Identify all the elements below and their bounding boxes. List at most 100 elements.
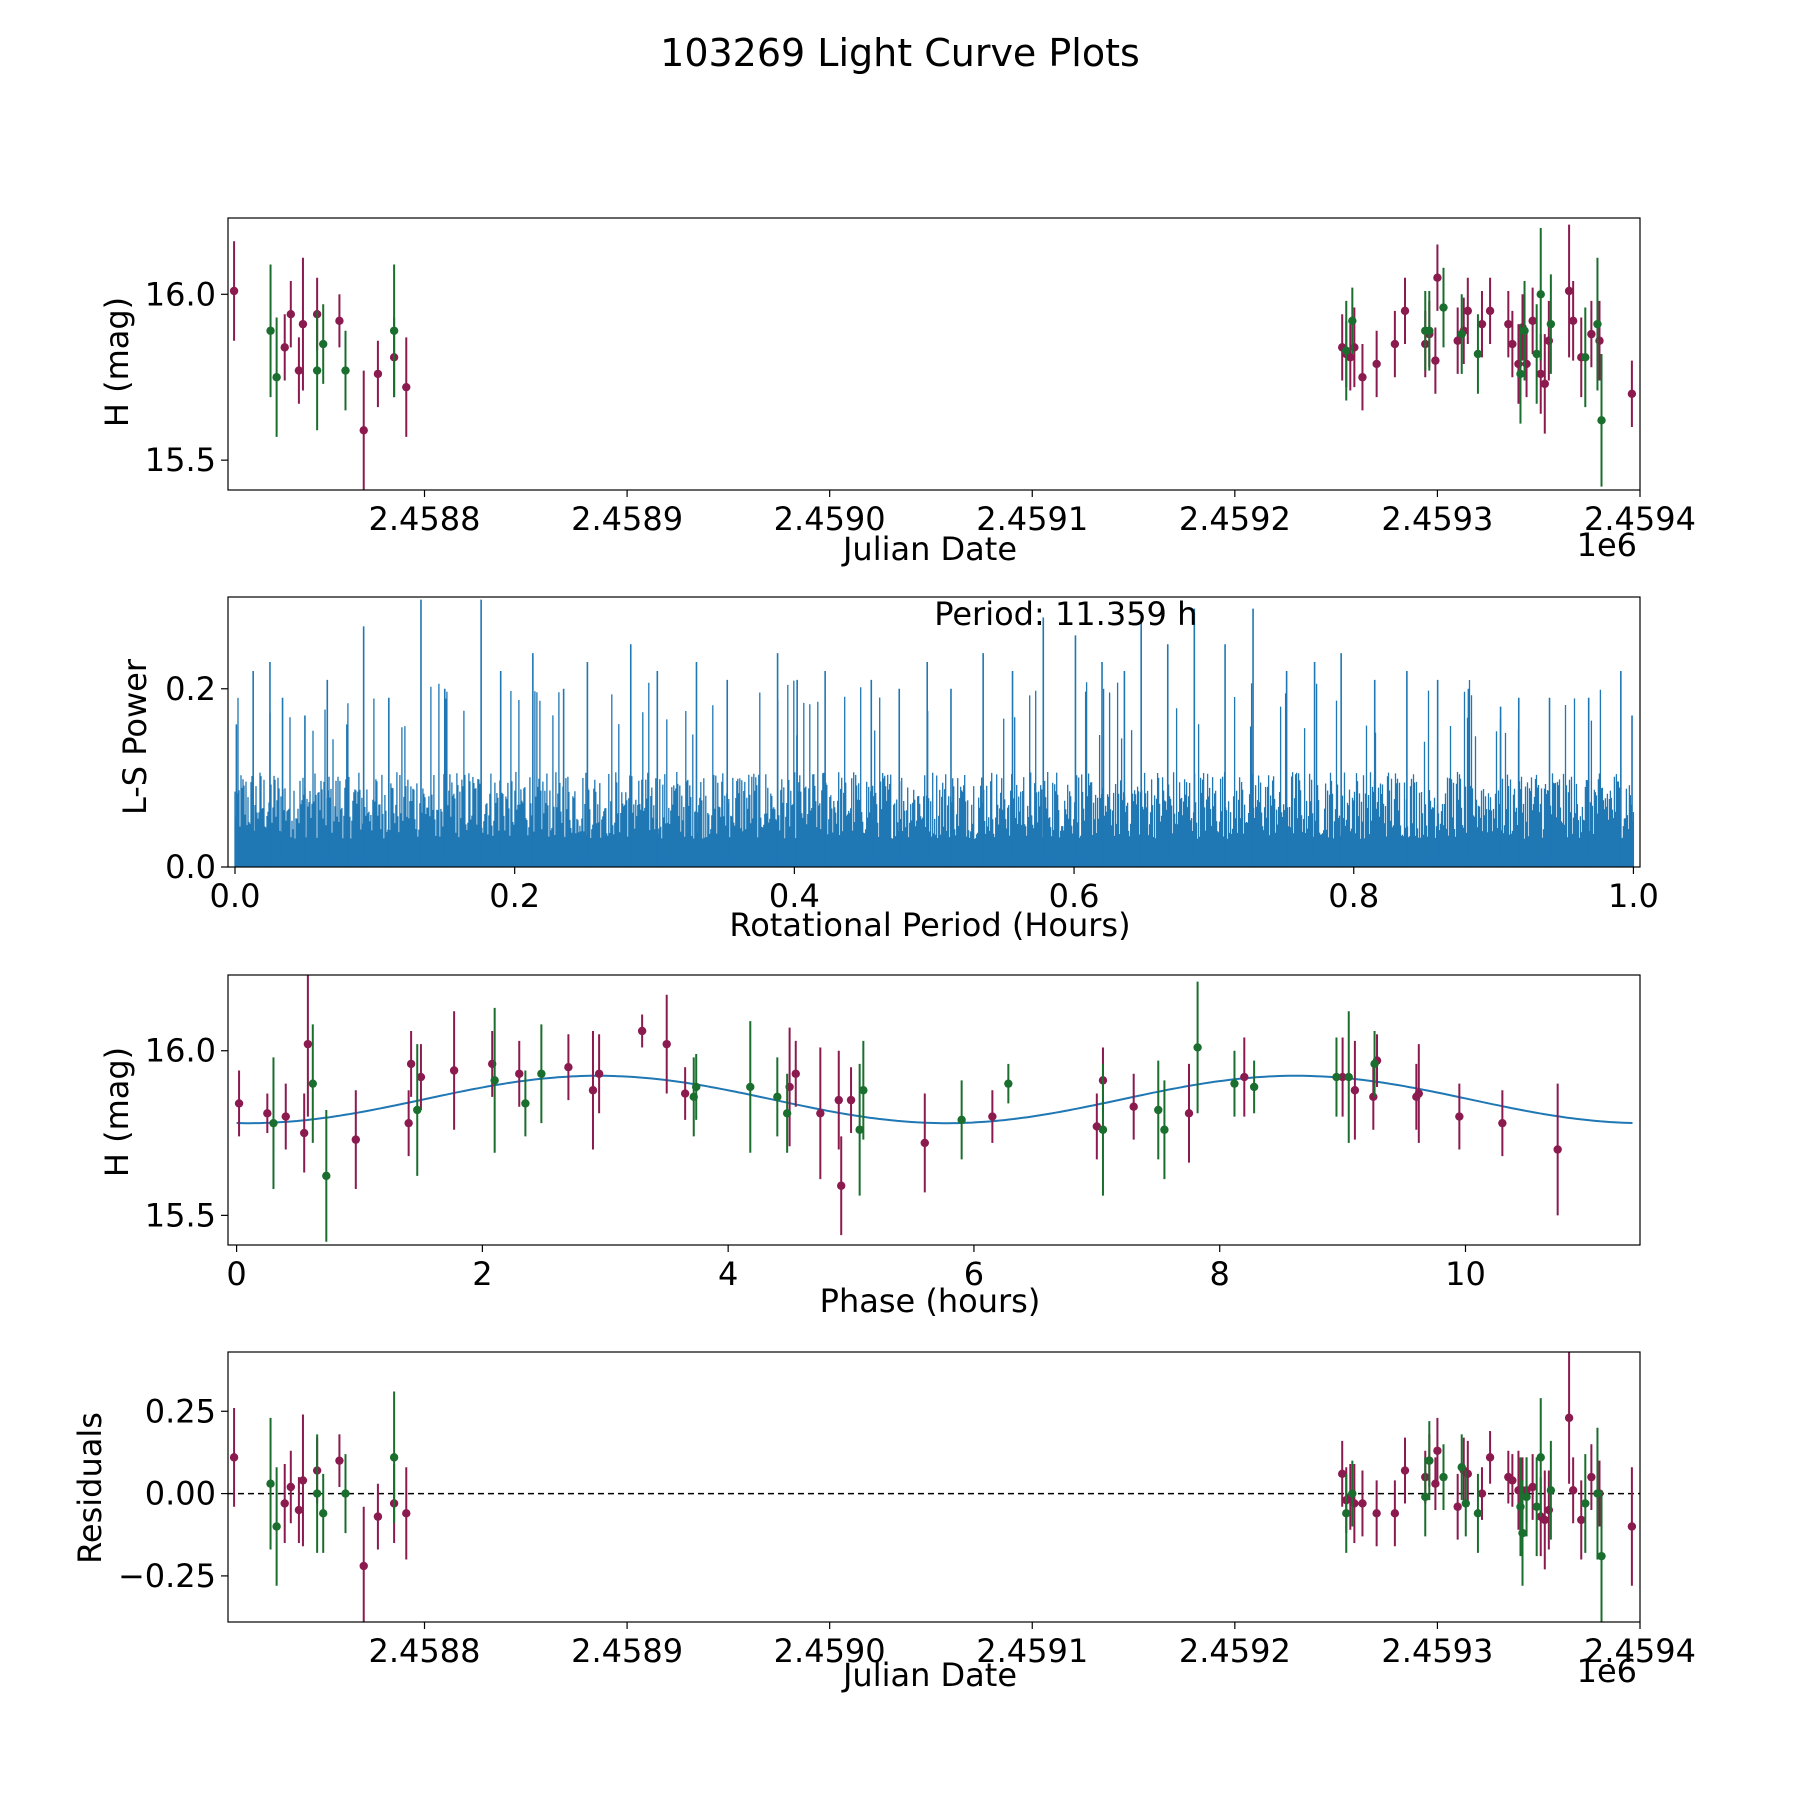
lightcurve-point-green	[1536, 290, 1545, 299]
residuals-point-magenta	[286, 1482, 296, 1492]
phase-point-magenta	[303, 1039, 313, 1049]
lightcurve-point-magenta	[1568, 316, 1578, 326]
lightcurve-point-green	[1348, 316, 1357, 326]
phase-point-magenta	[416, 1072, 426, 1082]
lightcurve-ytick-label: 15.5	[145, 441, 216, 479]
residuals-point-green	[1425, 1456, 1434, 1465]
residuals-point-green	[1593, 1489, 1602, 1498]
lightcurve-point-magenta	[1453, 336, 1462, 345]
residuals-point-magenta	[359, 1561, 368, 1571]
phase-point-green	[490, 1076, 499, 1085]
lightcurve-point-magenta	[1463, 306, 1473, 316]
residuals-point-green	[1522, 1492, 1531, 1502]
phase-point-magenta	[1129, 1102, 1138, 1111]
residuals-point-magenta	[1627, 1522, 1637, 1531]
residuals-panel: Julian Date Residuals 1e6 2.4588 2.4589 2.…	[71, 1351, 1696, 1694]
phase-point-magenta	[594, 1069, 604, 1078]
lightcurve-point-magenta	[1477, 319, 1487, 329]
residuals-point-green	[319, 1509, 328, 1518]
lightcurve-point-magenta	[1587, 329, 1596, 339]
phase-model-curve	[236, 1074, 1633, 1125]
periodogram-frame	[227, 596, 1641, 868]
lightcurve-point-magenta	[286, 309, 296, 319]
phase-point-magenta	[834, 1095, 843, 1105]
residuals-point-magenta	[373, 1512, 383, 1521]
phase-point-green	[521, 1099, 530, 1108]
residuals-point-green	[312, 1489, 322, 1498]
lightcurve-point-magenta	[402, 382, 411, 392]
phase-frame	[227, 974, 1641, 1246]
residuals-point-green	[1581, 1499, 1590, 1508]
residuals-point-magenta	[1433, 1446, 1442, 1455]
phase-data-layer	[234, 975, 1633, 1242]
lightcurve-point-magenta	[1536, 369, 1545, 379]
phase-point-green	[957, 1115, 966, 1125]
lightcurve-point-magenta	[1358, 373, 1367, 382]
residuals-point-green	[1439, 1472, 1448, 1482]
phase-point-magenta	[1369, 1092, 1378, 1102]
residuals-point-magenta	[1587, 1472, 1596, 1482]
lightcurve-point-green	[1473, 349, 1483, 359]
phase-point-green	[269, 1118, 278, 1128]
residuals-point-magenta	[1564, 1413, 1574, 1423]
residuals-xtick-label: 2.4589	[571, 1632, 683, 1670]
lightcurve-point-magenta	[1528, 316, 1537, 326]
lightcurve-point-magenta	[1627, 389, 1637, 399]
residuals-point-magenta	[1372, 1509, 1381, 1518]
phase-point-magenta	[234, 1099, 244, 1108]
lightcurve-point-green	[1581, 353, 1590, 362]
lightcurve-point-green	[389, 326, 399, 335]
lightcurve-point-green	[1520, 326, 1529, 335]
phase-point-magenta	[406, 1059, 416, 1069]
phase-point-magenta	[263, 1109, 272, 1118]
lightcurve-point-magenta	[1372, 359, 1381, 369]
phase-point-green	[692, 1082, 701, 1092]
periodogram-ytick-label: 0.0	[165, 848, 216, 886]
lightcurve-point-magenta	[1346, 353, 1355, 362]
lightcurve-panel: Julian Date H (mag) 1e6 2.4588 2.4589 2.45…	[98, 217, 1696, 568]
phase-point-magenta	[1338, 1072, 1347, 1082]
residuals-point-green	[1597, 1551, 1606, 1561]
residuals-point-magenta	[1358, 1499, 1367, 1508]
phase-point-green	[308, 1079, 317, 1088]
residuals-point-magenta	[1485, 1453, 1495, 1462]
lightcurve-point-green	[272, 373, 281, 382]
phase-point-green	[1370, 1059, 1379, 1069]
residuals-point-magenta	[402, 1509, 411, 1518]
phase-xlabel: Phase (hours)	[820, 1282, 1041, 1320]
residuals-point-magenta	[229, 1453, 239, 1462]
lightcurve-point-magenta	[1431, 356, 1440, 365]
lightcurve-xtick-label: 2.4588	[369, 500, 481, 538]
phase-point-green	[1004, 1079, 1013, 1088]
residuals-point-magenta	[1568, 1486, 1578, 1495]
periodogram-annotation: Period: 11.359 h	[934, 595, 1197, 633]
phase-point-magenta	[791, 1069, 800, 1078]
lightcurve-point-magenta	[1390, 339, 1400, 349]
lightcurve-ylabel: H (mag)	[98, 297, 136, 427]
lightcurve-point-magenta	[229, 286, 239, 296]
residuals-point-magenta	[1453, 1502, 1462, 1511]
residuals-point-magenta	[1577, 1515, 1586, 1525]
residuals-ylabel: Residuals	[71, 1412, 109, 1564]
residuals-point-green	[1546, 1486, 1556, 1495]
phase-point-magenta	[920, 1138, 929, 1148]
residuals-data-layer	[228, 1352, 1640, 1622]
phase-point-magenta	[564, 1062, 573, 1072]
lightcurve-point-magenta	[1400, 306, 1410, 316]
lightcurve-xtick-label: 2.4590	[774, 500, 886, 538]
figure-title: 103269 Light Curve Plots	[660, 31, 1140, 75]
phase-point-green	[1154, 1105, 1163, 1115]
lightcurve-point-magenta	[298, 319, 308, 329]
phase-point-green	[322, 1171, 331, 1181]
phase-point-magenta	[988, 1112, 997, 1121]
residuals-point-green	[1532, 1502, 1541, 1511]
lightcurve-point-green	[319, 339, 328, 349]
residuals-xlabel: Julian Date	[841, 1656, 1017, 1694]
residuals-point-magenta	[294, 1505, 304, 1515]
residuals-point-green	[1348, 1489, 1357, 1498]
phase-xtick-label: 2	[472, 1255, 492, 1293]
lightcurve-point-magenta	[1540, 379, 1549, 389]
residuals-point-magenta	[1338, 1469, 1347, 1479]
residuals-point-green	[266, 1479, 275, 1488]
phase-point-magenta	[588, 1086, 598, 1095]
